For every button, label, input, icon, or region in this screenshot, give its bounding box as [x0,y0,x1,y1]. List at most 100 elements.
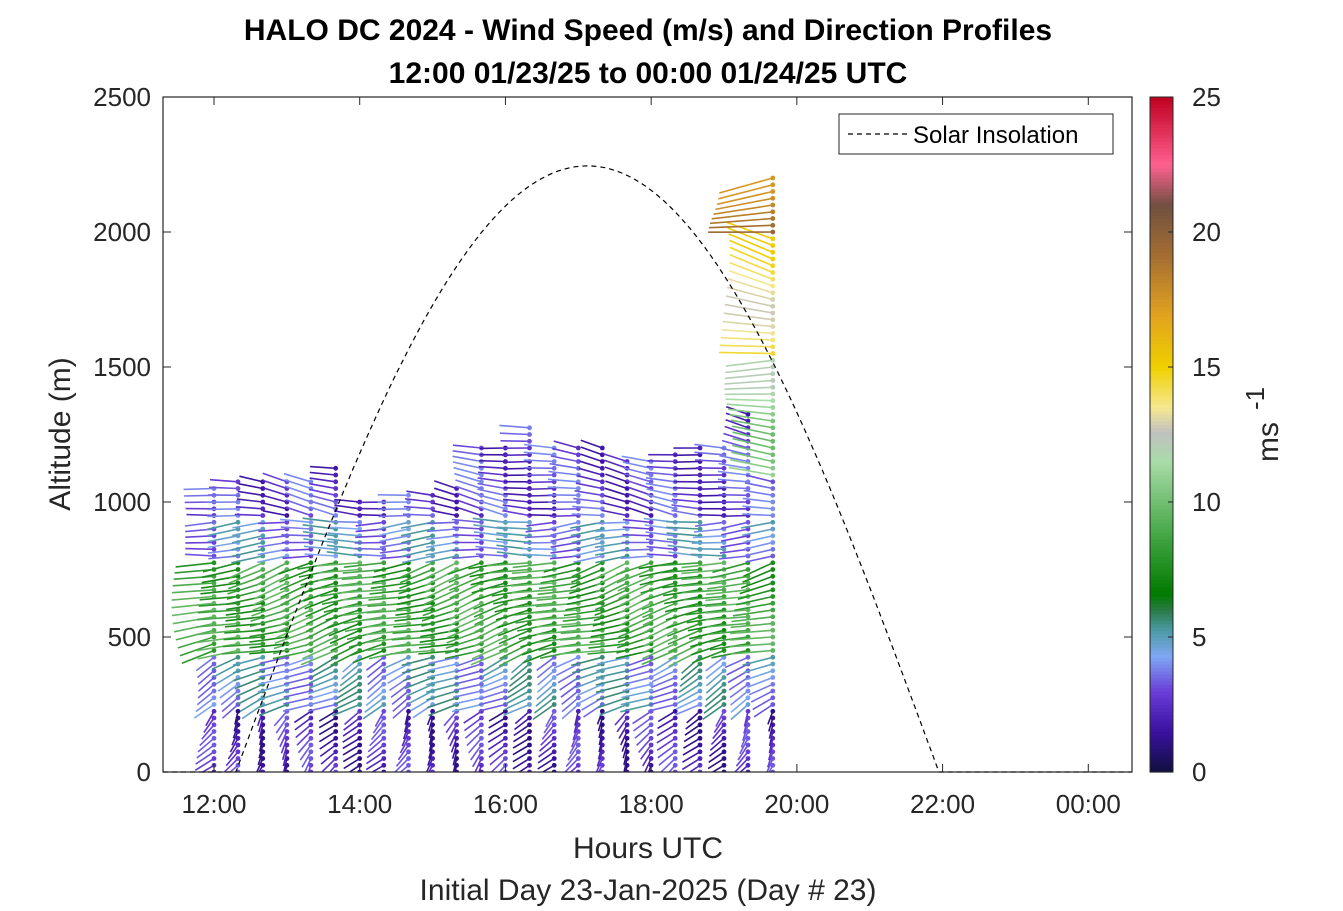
wind-barb-head [308,519,314,525]
x-axis-sublabel: Initial Day 23-Jan-2025 (Day # 23) [420,874,877,907]
wind-barb [549,462,579,470]
wind-barb [732,437,773,449]
wind-barb [301,582,336,594]
wind-barb-head [381,546,387,552]
wind-barb-head [308,681,314,687]
wind-barb-head [721,661,727,667]
wind-barb [378,528,409,537]
wind-barb [618,622,652,638]
wind-barb-head [430,533,435,539]
wind-barb [200,589,239,595]
wind-barb [355,521,384,527]
wind-barb-head [357,654,363,660]
wind-barb [433,494,457,503]
colorbar-strip [1150,761,1173,766]
wind-barb [334,690,361,706]
wind-barb-head [211,729,217,734]
wind-barb [641,595,676,611]
colorbar-strip [1150,475,1173,479]
wind-barb-head [430,492,435,498]
wind-barb [535,609,579,614]
wind-barb-head [503,546,508,552]
wind-barb-head [333,472,339,478]
wind-barb-head [235,742,241,748]
wind-barb-head [551,695,557,701]
wind-barb [596,521,628,525]
wind-barb [479,690,506,700]
wind-barb [595,535,628,541]
wind-barb-head [381,560,387,566]
wind-barb-head [721,708,727,714]
wind-barb-head [430,540,435,545]
colorbar-strip [1150,491,1173,496]
wind-barb-head [770,270,776,275]
colorbar-strip [1150,542,1173,547]
wind-barb-head [745,621,751,626]
wind-barb [261,771,263,772]
wind-barb-head [211,708,217,714]
wind-barb [186,513,215,517]
wind-barb-head [381,695,387,701]
colorbar-strip [1150,606,1173,611]
wind-barb-head [479,479,484,485]
wind-barb [573,555,603,564]
wind-barb-head [672,499,678,505]
colorbar-strip [1150,259,1173,263]
wind-barb [370,724,385,741]
wind-barb-head [235,479,241,485]
wind-barb [648,697,676,706]
colorbar-strip [1150,390,1173,395]
wind-barb-head [527,715,532,721]
wind-barb [694,459,725,463]
wind-barb [401,535,433,544]
wind-barb [423,595,457,611]
wind-barb [657,744,676,759]
wind-barb [452,526,482,530]
wind-barb [724,303,773,314]
wind-barb [728,269,774,287]
wind-barb [596,751,604,767]
wind-barb [673,454,701,457]
colorbar-strip [1150,768,1173,773]
wind-barb [488,710,506,722]
wind-barb-head [770,418,776,424]
wind-barb [693,528,725,533]
wind-barb [678,676,701,693]
wind-barb [563,757,579,772]
wind-barb-head [479,526,484,532]
wind-barb-head [503,749,508,755]
wind-barb [365,629,409,636]
wind-barb [720,535,749,542]
wind-barb [665,609,701,621]
wind-barb [402,555,433,564]
wind-barb [595,676,628,686]
wind-barb [643,629,676,648]
wind-barb [743,489,773,497]
wind-barb [619,602,652,621]
wind-barb-head [697,600,703,606]
colorbar-frame [1149,96,1174,773]
wind-barb-head [551,472,557,478]
colorbar-strip [1150,657,1173,662]
wind-barb [680,663,701,681]
wind-barb-head [357,661,363,667]
colorbar-strip [1150,664,1173,668]
wind-barb [620,555,652,560]
wind-barb [471,643,506,660]
wind-barb [572,663,603,674]
wind-barb [307,697,336,706]
wind-barb-head [479,756,484,761]
wind-barb-head [527,722,532,728]
wind-barb-head [308,735,314,741]
x-axis: 12:00 14:00 16:00 18:00 20:00 22:00 00:00 [181,97,1121,819]
wind-barb [473,629,506,648]
wind-barb [488,568,530,574]
wind-barb [742,497,773,503]
wind-barb-head [575,614,581,620]
wind-barb [223,757,239,772]
colorbar-strip [1150,232,1173,236]
wind-barb [236,498,263,503]
colorbar-strip [1150,154,1173,159]
wind-barb-head [235,708,241,714]
